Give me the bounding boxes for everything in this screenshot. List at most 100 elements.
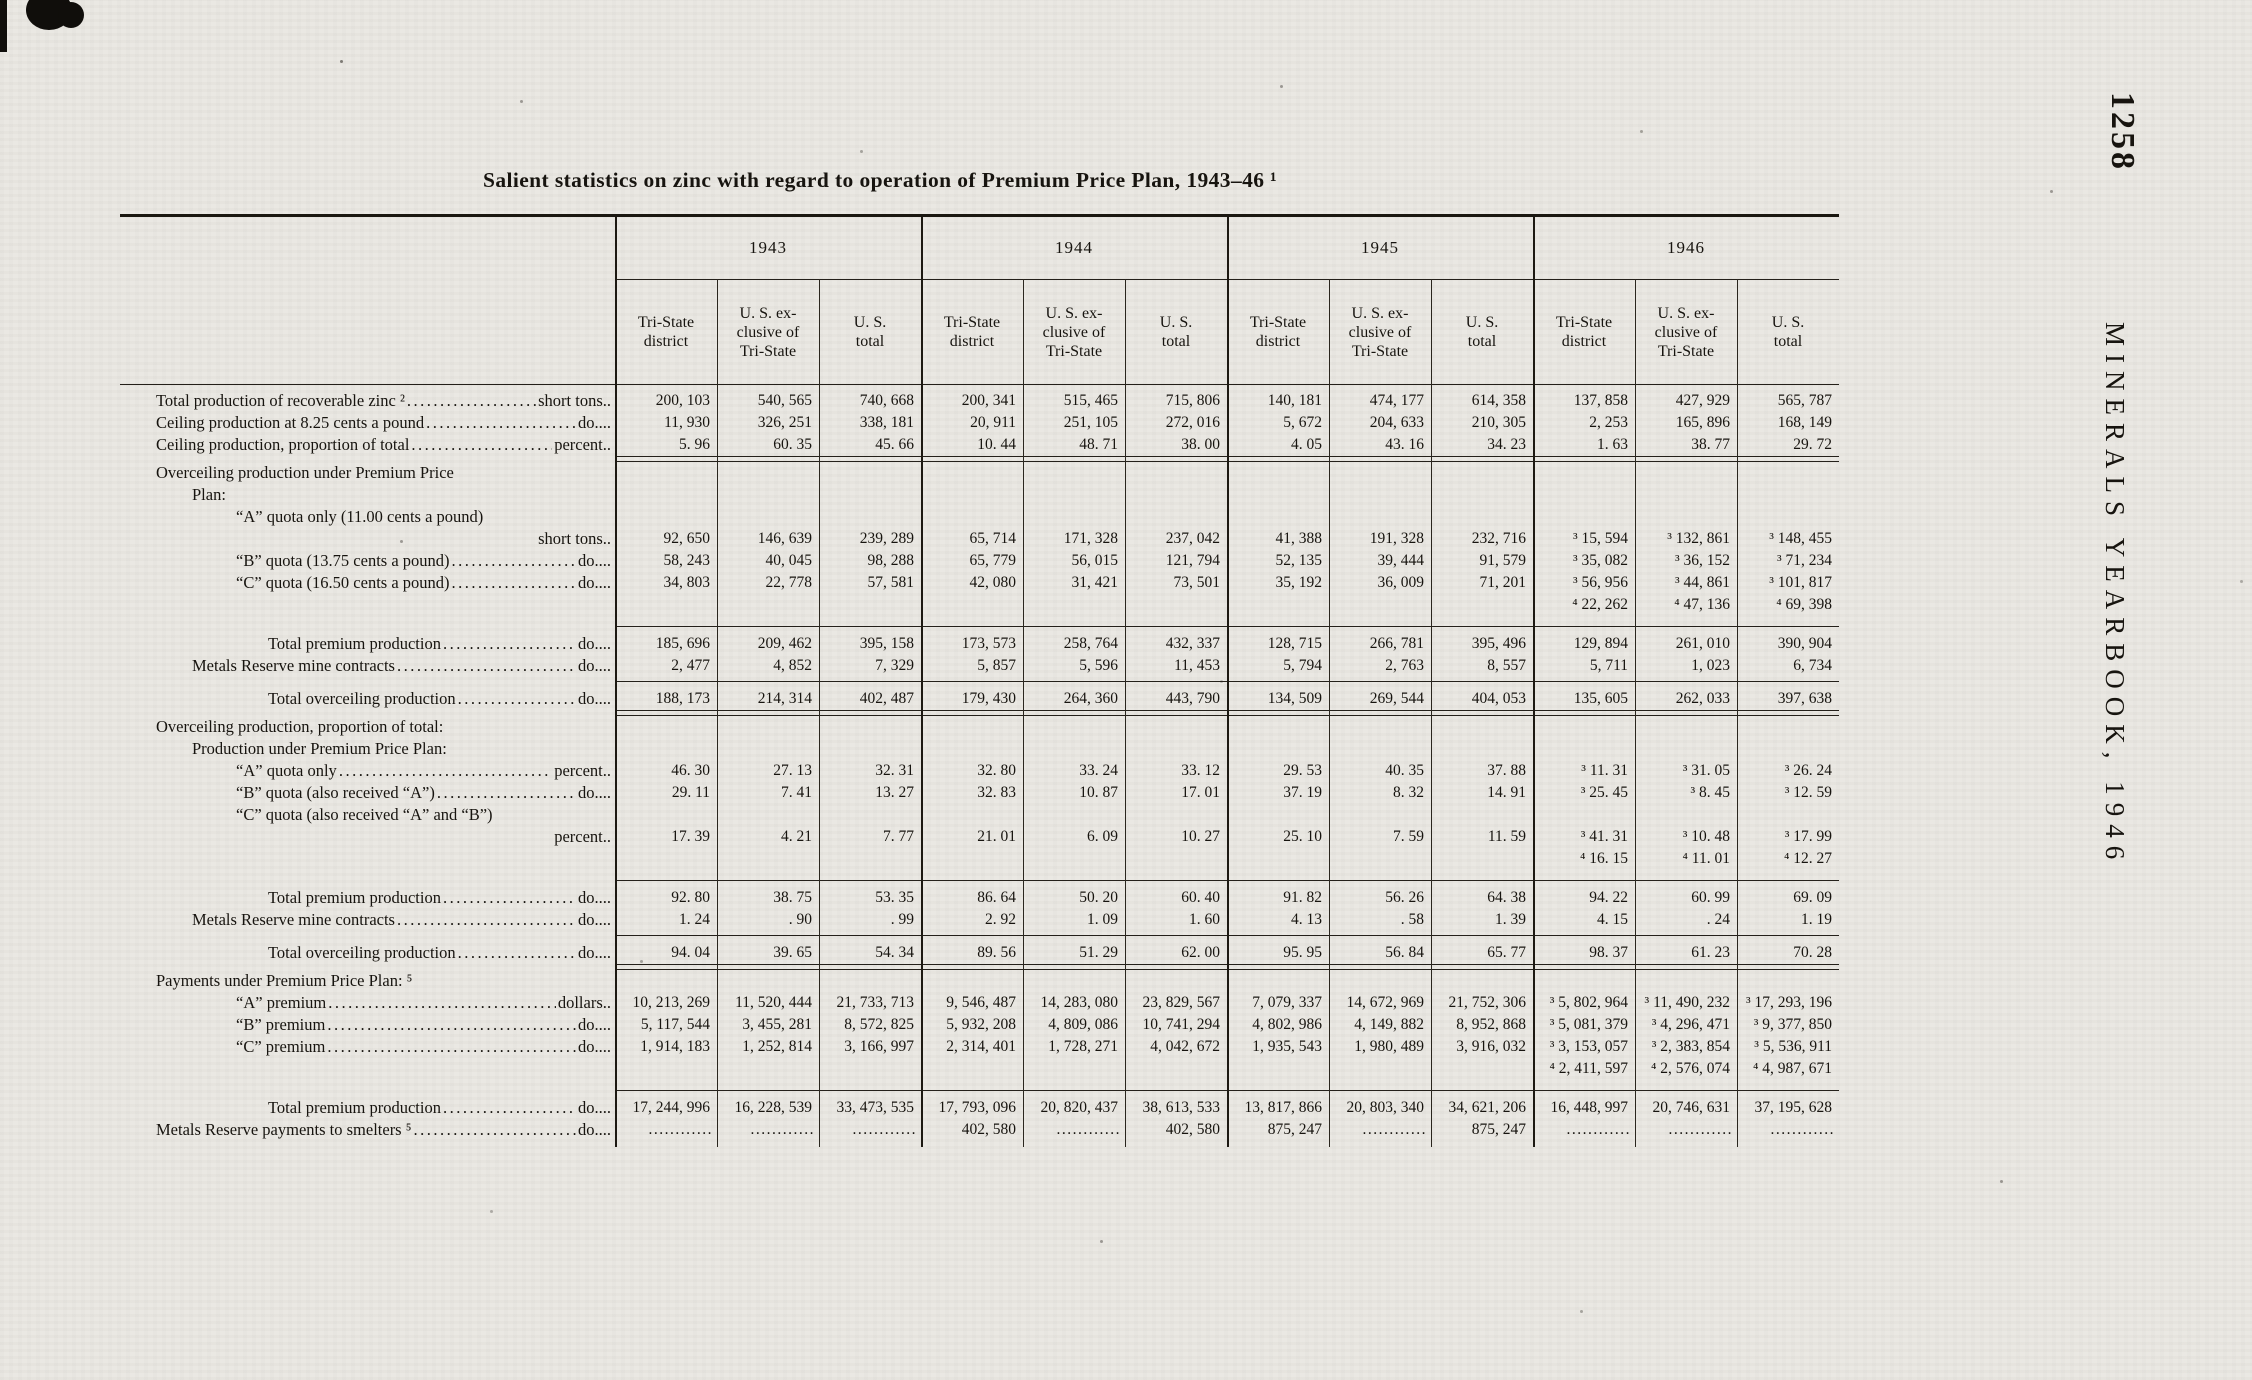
value-cell: 29. 11	[671, 784, 710, 801]
value-cell: 740, 668	[859, 392, 914, 409]
column-header-line: district	[1561, 333, 1607, 350]
row-label: Metals Reserve mine contracts...........…	[120, 909, 615, 931]
row-label-text: “B” quota (also received “A”)	[236, 783, 435, 802]
column-header-line: clusive of	[1348, 323, 1412, 341]
value-cell: 60. 99	[1691, 889, 1730, 906]
value-cell: 5. 96	[679, 436, 710, 453]
value-cell: 432, 337	[1165, 635, 1220, 652]
row-label-line: “B” quota (also received “A”)...........…	[236, 782, 611, 804]
row-label-text: Metals Reserve mine contracts	[192, 656, 395, 675]
section-label: Overceiling production, proportion of to…	[156, 717, 444, 736]
value-cell: 11. 59	[1487, 828, 1526, 845]
value-cell: 40, 045	[765, 552, 813, 569]
value-cell: 57, 581	[867, 574, 915, 591]
row-label-unit: do....	[578, 1098, 611, 1117]
value-cell: ³ 41. 31	[1580, 828, 1628, 845]
value-cell: ³ 44, 861	[1674, 574, 1730, 591]
value-cell: 7. 41	[781, 784, 812, 801]
section-header-row: Payments under Premium Price Plan: ⁵	[120, 970, 1839, 992]
row-label: “C” quota (16.50 cents a pound).........…	[120, 572, 615, 594]
value-cell: 20, 746, 631	[1652, 1099, 1731, 1116]
table-row: Total overceiling production............…	[120, 942, 1839, 964]
table-row: “A” premium.............................…	[120, 992, 1839, 1014]
value-cell: 1, 252, 814	[742, 1038, 812, 1055]
value-cell: 33, 473, 535	[836, 1099, 915, 1116]
value-cell: 4. 13	[1291, 911, 1322, 928]
value-cell: 13, 817, 866	[1244, 1099, 1323, 1116]
table-row: “B” quota (13.75 cents a pound).........…	[120, 550, 1839, 572]
row-label-unit: do....	[578, 1015, 611, 1034]
value-cell: 135, 605	[1573, 690, 1628, 707]
value-cell: 14, 672, 969	[1346, 994, 1425, 1011]
column-header-line: Tri-State	[1249, 314, 1307, 331]
row-label-text: Total premium production	[268, 888, 441, 907]
value-cell: 6. 09	[1087, 828, 1118, 845]
row-label-text: “A” quota only	[236, 761, 337, 780]
value-cell: 397, 638	[1777, 690, 1832, 707]
column-header: Tri-State district	[1533, 313, 1635, 351]
section-header-row: Overceiling production under Premium Pri…	[120, 462, 1839, 484]
column-divider	[1023, 279, 1024, 1147]
value-cell: 71, 201	[1479, 574, 1527, 591]
table-row: Total premium production................…	[120, 633, 1839, 655]
value-cell: 185, 696	[655, 635, 710, 652]
value-cell: 17, 793, 096	[938, 1099, 1017, 1116]
column-divider	[1125, 279, 1126, 1147]
value-cell: 37, 195, 628	[1754, 1099, 1833, 1116]
value-cell: 86. 64	[977, 889, 1016, 906]
row-label-text: “A” quota only (11.00 cents a pound)	[236, 507, 484, 526]
value-cell: 73, 501	[1173, 574, 1221, 591]
column-header: U. S. total	[1431, 313, 1533, 351]
value-cell: ³ 56, 956	[1572, 574, 1628, 591]
value-cell: 48. 71	[1079, 436, 1118, 453]
value-cell: 715, 806	[1165, 392, 1220, 409]
value-cell: ⁴ 22, 262	[1572, 596, 1628, 613]
value-cell: ⁴ 16. 15	[1579, 850, 1628, 867]
row-label: Ceiling production at 8.25 cents a pound…	[120, 412, 615, 434]
leader-dots: ........................................…	[413, 1120, 576, 1139]
value-cell: 173, 573	[961, 635, 1016, 652]
column-header-line: U. S.	[1771, 314, 1805, 331]
row-label-unit: percent..	[554, 761, 611, 780]
value-cell: 134, 509	[1267, 690, 1322, 707]
year-header: 1943	[749, 238, 787, 257]
value-cell: 42, 080	[969, 574, 1017, 591]
row-label-unit: do....	[578, 1037, 611, 1056]
value-cell: 3, 455, 281	[742, 1016, 812, 1033]
value-cell: ⁴ 2, 411, 597	[1549, 1060, 1628, 1077]
column-divider	[1635, 279, 1636, 1147]
leader-dots: ........................................…	[436, 783, 576, 802]
value-cell: ³ 15, 594	[1572, 530, 1628, 547]
value-cell: ³ 5, 536, 911	[1754, 1038, 1832, 1055]
value-cell: 38, 613, 533	[1142, 1099, 1221, 1116]
value-cell: 37. 88	[1487, 762, 1526, 779]
row-label-line: Total premium production................…	[268, 633, 611, 655]
value-cell: 94. 22	[1589, 889, 1628, 906]
value-cell: ³ 3, 153, 057	[1549, 1038, 1628, 1055]
row-label-line: Metals Reserve payments to smelters ⁵...…	[156, 1119, 611, 1141]
row-label-line: Ceiling production, proportion of total.…	[156, 434, 611, 456]
table-row: Total premium production................…	[120, 887, 1839, 909]
value-cell: . 90	[788, 911, 812, 928]
value-cell: 94. 04	[671, 944, 710, 961]
table-row: “C” quota (also received “A” and “B”) per…	[120, 804, 1839, 848]
value-cell: 21, 733, 713	[836, 994, 915, 1011]
value-cell: ³ 31. 05	[1682, 762, 1730, 779]
column-header: U. S. total	[1737, 313, 1839, 351]
value-cell: 402, 580	[961, 1121, 1016, 1138]
row-label-text: Ceiling production at 8.25 cents a pound	[156, 413, 425, 432]
value-cell: ............	[648, 1121, 713, 1138]
value-cell: 89. 56	[977, 944, 1016, 961]
value-cell: 140, 181	[1267, 392, 1322, 409]
value-cell: 1, 980, 489	[1354, 1038, 1424, 1055]
row-label-unit: do....	[578, 783, 611, 802]
value-cell: 10, 741, 294	[1142, 1016, 1221, 1033]
value-cell: . 24	[1706, 911, 1730, 928]
value-cell: 52, 135	[1275, 552, 1323, 569]
value-cell: ³ 11, 490, 232	[1644, 994, 1730, 1011]
leader-dots: ........................................…	[411, 435, 552, 454]
table-header-years: 1943 1944 1945 1946	[120, 217, 1839, 279]
page-number: 1258	[2104, 92, 2141, 172]
value-cell: 34. 23	[1487, 436, 1526, 453]
